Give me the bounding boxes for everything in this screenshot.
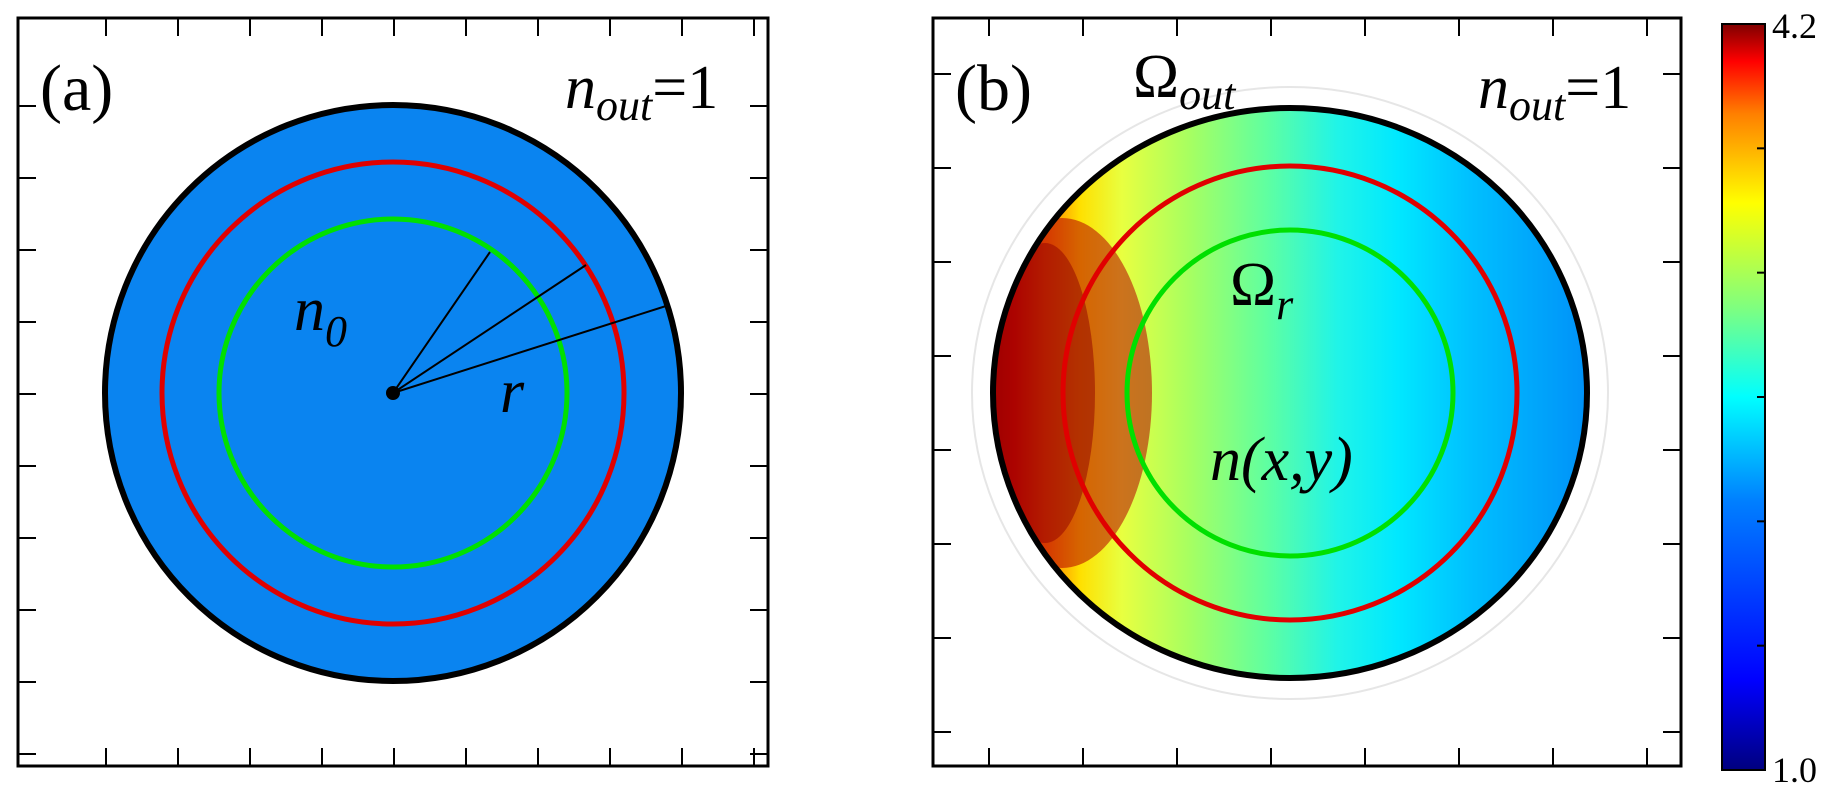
colorbar-min-label: 1.0 bbox=[1772, 750, 1817, 790]
panel-b-n-out: nout=1 bbox=[1478, 54, 1631, 130]
colorbar-ticks bbox=[1757, 23, 1765, 771]
index-field-label: n(x,y) bbox=[1210, 426, 1353, 494]
panel-a-ticks bbox=[18, 18, 768, 766]
radius-label: r bbox=[500, 358, 525, 426]
panel-b-ticks bbox=[933, 18, 1681, 766]
panel-a-red-ring bbox=[159, 159, 627, 627]
panel-b-outer-boundary bbox=[990, 105, 1590, 681]
panel-a-label: (a) bbox=[40, 52, 113, 125]
panel-b: (b) Ωout nout=1 Ωr n(x,y) bbox=[931, 16, 1683, 768]
radius-line-to-green bbox=[392, 251, 491, 394]
panel-b-label: (b) bbox=[955, 52, 1032, 125]
panel-b-red-ring bbox=[1060, 163, 1520, 623]
colorbar: 4.2 1.0 bbox=[1721, 6, 1817, 790]
omega-r-label: Ωr bbox=[1230, 251, 1294, 329]
panel-b-green-ring bbox=[1124, 227, 1456, 559]
radius-line-to-boundary bbox=[392, 305, 667, 394]
panel-a-n-out: nout=1 bbox=[565, 54, 718, 130]
panel-a-n0: n0 bbox=[294, 276, 347, 356]
panel-a-green-ring bbox=[216, 216, 570, 570]
colorbar-max-label: 4.2 bbox=[1772, 6, 1817, 46]
radius-line-to-red bbox=[392, 264, 587, 394]
omega-out-faint-boundary bbox=[971, 86, 1609, 700]
index-field-map bbox=[993, 108, 1587, 678]
center-dot bbox=[386, 386, 400, 400]
omega-out-label: Ωout bbox=[1133, 43, 1237, 119]
panel-a: (a) nout=1 n0 r bbox=[16, 16, 770, 768]
